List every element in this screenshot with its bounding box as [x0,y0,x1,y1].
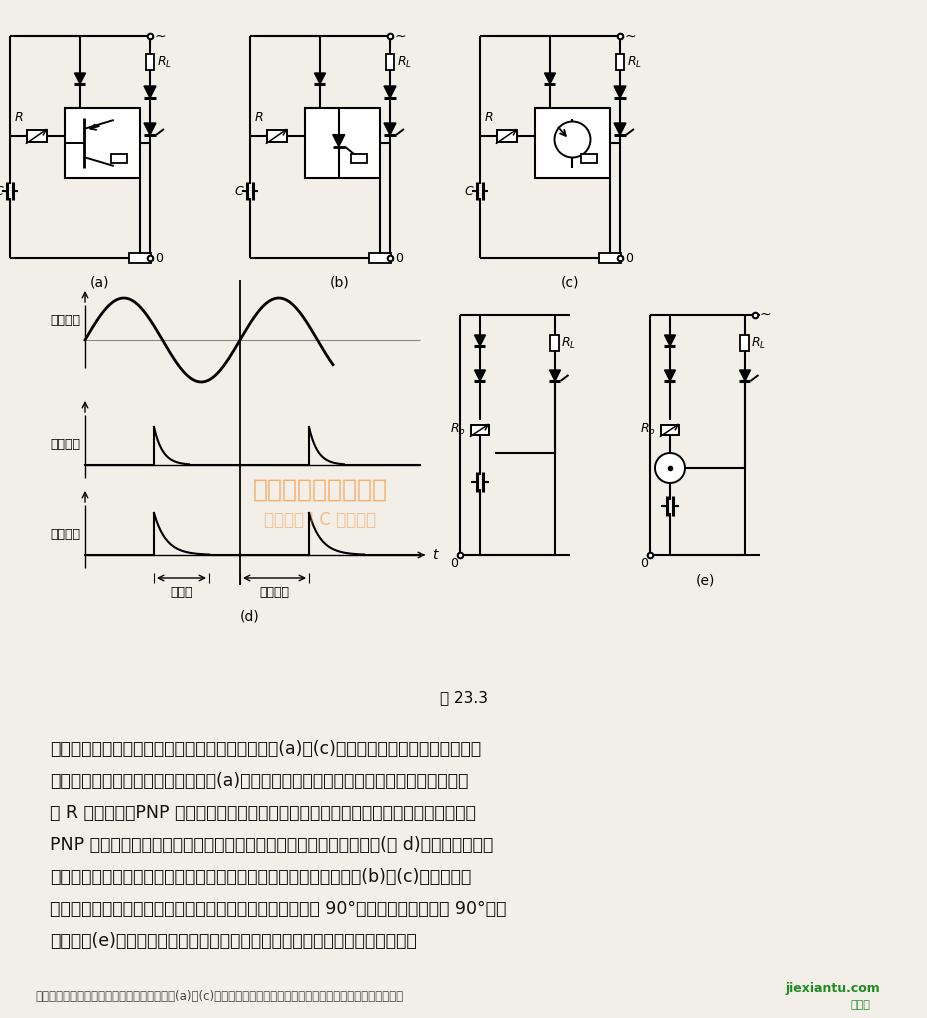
Text: $R$: $R$ [14,111,24,124]
Text: $R_p$: $R_p$ [640,421,655,439]
Bar [27,130,47,142]
Text: $R$: $R$ [484,111,493,124]
Text: (b): (b) [330,276,349,290]
Bar [660,425,679,435]
Bar [350,154,366,163]
Text: ~: ~ [759,308,770,322]
Text: 应采用图(e)中所示的两种电路，它们分别用触发二极管和氖管作为触发元件。: 应采用图(e)中所示的两种电路，它们分别用触发二极管和氖管作为触发元件。 [50,932,416,950]
Text: 利用脉冲控制晶闸管导通角既准确又可靠。图(a)～(c)示出利用电阻、电容构成的桥式电路来决定晶闸管导通的时刻: 利用脉冲控制晶闸管导通角既准确又可靠。图(a)～(c)示出利用电阻、电容构成的桥… [35,989,402,1003]
Polygon shape [74,73,85,84]
Bar [535,108,609,178]
Bar [616,54,623,70]
Bar [550,335,559,351]
Text: 电源电压: 电源电压 [50,314,80,327]
Text: (e): (e) [694,573,714,587]
Text: 触发脉冲: 触发脉冲 [50,439,80,452]
Polygon shape [384,86,396,98]
Text: $t$: $t$ [432,548,439,562]
Bar [471,425,489,435]
Bar [497,130,516,142]
Text: 控开关和单结晶体管代替晶体管。上述电路适于导通角小于 90°的情况。如要求大于 90°，则: 控开关和单结晶体管代替晶体管。上述电路适于导通角小于 90°的情况。如要求大于 … [50,900,506,918]
Polygon shape [333,134,344,147]
Bar [598,253,620,263]
Bar [580,154,596,163]
Bar [129,253,151,263]
Text: 杭州怡缘电子市场网: 杭州怡缘电子市场网 [252,478,387,502]
Text: 全球最大 I C 采购网站: 全球最大 I C 采购网站 [263,511,375,529]
Polygon shape [474,335,485,346]
Text: $R_p$: $R_p$ [450,421,465,439]
Text: $R_L$: $R_L$ [157,54,171,69]
Bar [369,253,390,263]
Polygon shape [739,370,750,381]
Bar [386,54,394,70]
Text: 电路来决定晶闸管导通的时刻。在图(a)中对角线上接入的放大环节作为触发元件。根据电: 电路来决定晶闸管导通的时刻。在图(a)中对角线上接入的放大环节作为触发元件。根据… [50,772,468,790]
Text: jiexiantu.com: jiexiantu.com [784,982,879,995]
Text: ~: ~ [155,30,167,44]
Text: 0: 0 [624,251,632,265]
Text: 0: 0 [395,251,402,265]
Text: $R_L$: $R_L$ [397,54,412,69]
Bar [267,130,286,142]
Text: ~: ~ [624,30,636,44]
Polygon shape [614,86,626,98]
Polygon shape [664,335,675,346]
Text: 接线图: 接线图 [849,1000,870,1010]
Polygon shape [664,370,675,381]
Text: $R_L$: $R_L$ [750,336,765,350]
Text: PNP 晶体管发射结反偏，晶体管截止，晶闸管门极无触发脉冲也关断(图 d)，待经过触发延: PNP 晶体管发射结反偏，晶体管截止，晶闸管门极无触发脉冲也关断(图 d)，待经… [50,836,493,854]
Text: 阻 R 值的不同，PNP 晶体管的射极电压将不同程度的落后于该晶体管的基极电压。起初: 阻 R 值的不同，PNP 晶体管的射极电压将不同程度的落后于该晶体管的基极电压。… [50,804,476,822]
Text: 导通角: 导通角 [170,586,193,599]
Text: 0: 0 [155,251,163,265]
Text: 0: 0 [640,557,647,570]
Polygon shape [314,73,325,84]
Text: (c): (c) [560,276,578,290]
Text: 利用脉冲控制晶闸管导通角既准确又可靠。图(a)～(c)示出利用电阻、电容构成的桥式: 利用脉冲控制晶闸管导通角既准确又可靠。图(a)～(c)示出利用电阻、电容构成的桥… [50,740,480,758]
Text: 负载电流: 负载电流 [50,528,80,542]
Circle shape [554,121,590,158]
Text: $R$: $R$ [254,111,263,124]
Bar [305,108,379,178]
Text: $C$: $C$ [0,184,5,197]
Bar [146,54,154,70]
Text: (d): (d) [240,610,260,624]
Text: $C$: $C$ [464,184,475,197]
Bar [65,108,140,178]
Bar [111,154,127,163]
Text: 触发延迟: 触发延迟 [260,586,289,599]
Text: $C$: $C$ [234,184,245,197]
Polygon shape [544,73,555,84]
Circle shape [654,453,684,483]
Polygon shape [474,370,485,381]
Polygon shape [384,123,396,135]
Text: ~: ~ [395,30,406,44]
Polygon shape [614,123,626,135]
Text: (a): (a) [90,276,109,290]
Text: 图 23.3: 图 23.3 [439,690,488,705]
Polygon shape [144,86,156,98]
Text: $R_L$: $R_L$ [627,54,641,69]
Polygon shape [144,123,156,135]
Bar [740,335,749,351]
Text: 迟时间后桥式电路对角线上电压极性改变才使晶体管和晶闸导通。图(b)和(c)分别用硅可: 迟时间后桥式电路对角线上电压极性改变才使晶体管和晶闸导通。图(b)和(c)分别用… [50,868,471,886]
Text: 0: 0 [450,557,458,570]
Text: $R_L$: $R_L$ [561,336,576,350]
Polygon shape [549,370,560,381]
